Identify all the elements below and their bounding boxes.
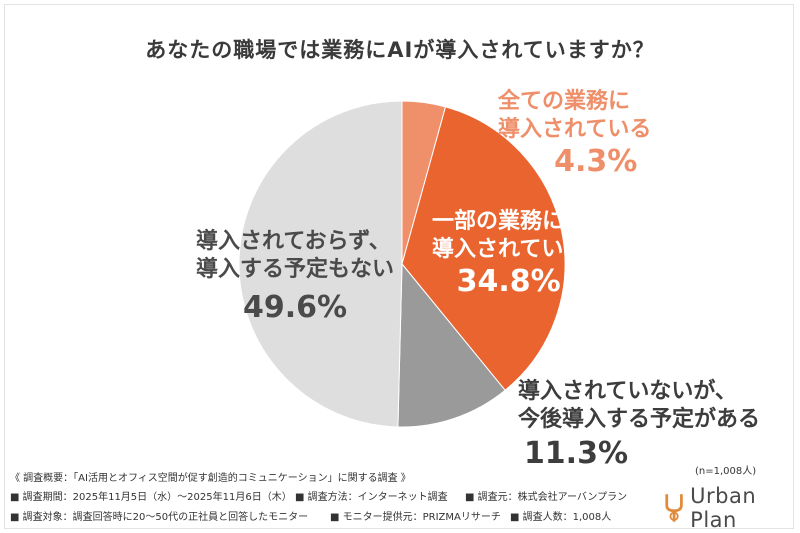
chart-frame	[4, 4, 794, 529]
label-planned-value: 11.3%	[523, 436, 629, 471]
slice-not-planned	[238, 100, 403, 428]
footer-target: ■ 調査対象：調査回答時に20〜50代の正社員と回答したモニター	[10, 512, 309, 523]
footer-period: ■ 調査期間：2025年11月5日（水）〜2025年11月6日（木）	[10, 492, 292, 503]
label-all-tasks-line1: 全ての業務に	[498, 89, 631, 114]
footer-source: ■ 調査元：株式会社アーバンプラン	[465, 492, 628, 503]
label-all-tasks-line2: 導入されている	[498, 116, 652, 142]
label-some-tasks: 一部の業務に 導入されている 34.8%	[432, 208, 585, 301]
label-not-planned: 導入されておらず、 導入する予定もない 49.6%	[196, 228, 394, 327]
label-planned: 導入されていないが、 今後導入する予定がある 11.3%	[518, 378, 760, 473]
slice-planned	[397, 262, 506, 428]
label-some-tasks-line2: 導入されている	[432, 236, 586, 262]
label-all-tasks-value: 4.3%	[554, 144, 638, 179]
urban-plan-mark-icon	[665, 494, 683, 522]
sample-size: (n=1,008人)	[695, 466, 757, 477]
logo-brand-text: Urban Plan	[690, 484, 757, 532]
slice-some-tasks	[401, 106, 566, 391]
label-some-tasks-line1: 一部の業務に	[432, 209, 565, 234]
footer-count: ■ 調査人数：1,008人	[510, 512, 612, 523]
label-all-tasks: 全ての業務に 導入されている 4.3%	[498, 88, 651, 181]
label-not-planned-line2: 導入する予定もない	[196, 256, 395, 282]
chart-title: あなたの職場では業務にAIが導入されていますか？	[145, 38, 655, 62]
label-planned-line2: 今後導入する予定がある	[518, 406, 761, 432]
label-not-planned-line1: 導入されておらず、	[196, 229, 391, 254]
footer-method: ■ 調査方法：インターネット調査	[295, 492, 448, 503]
footer-survey-title: 《 調査概要：「AI活用とオフィス空間が促す創造的コミュニケーション」に関する調…	[10, 473, 411, 484]
label-not-planned-value: 49.6%	[242, 290, 348, 325]
label-planned-line1: 導入されていないが、	[518, 379, 737, 404]
footer-provider: ■ モニター提供元：PRIZMAリサーチ	[330, 512, 501, 523]
urban-plan-logo: Urban Plan	[664, 484, 800, 532]
label-some-tasks-value: 34.8%	[456, 264, 561, 299]
